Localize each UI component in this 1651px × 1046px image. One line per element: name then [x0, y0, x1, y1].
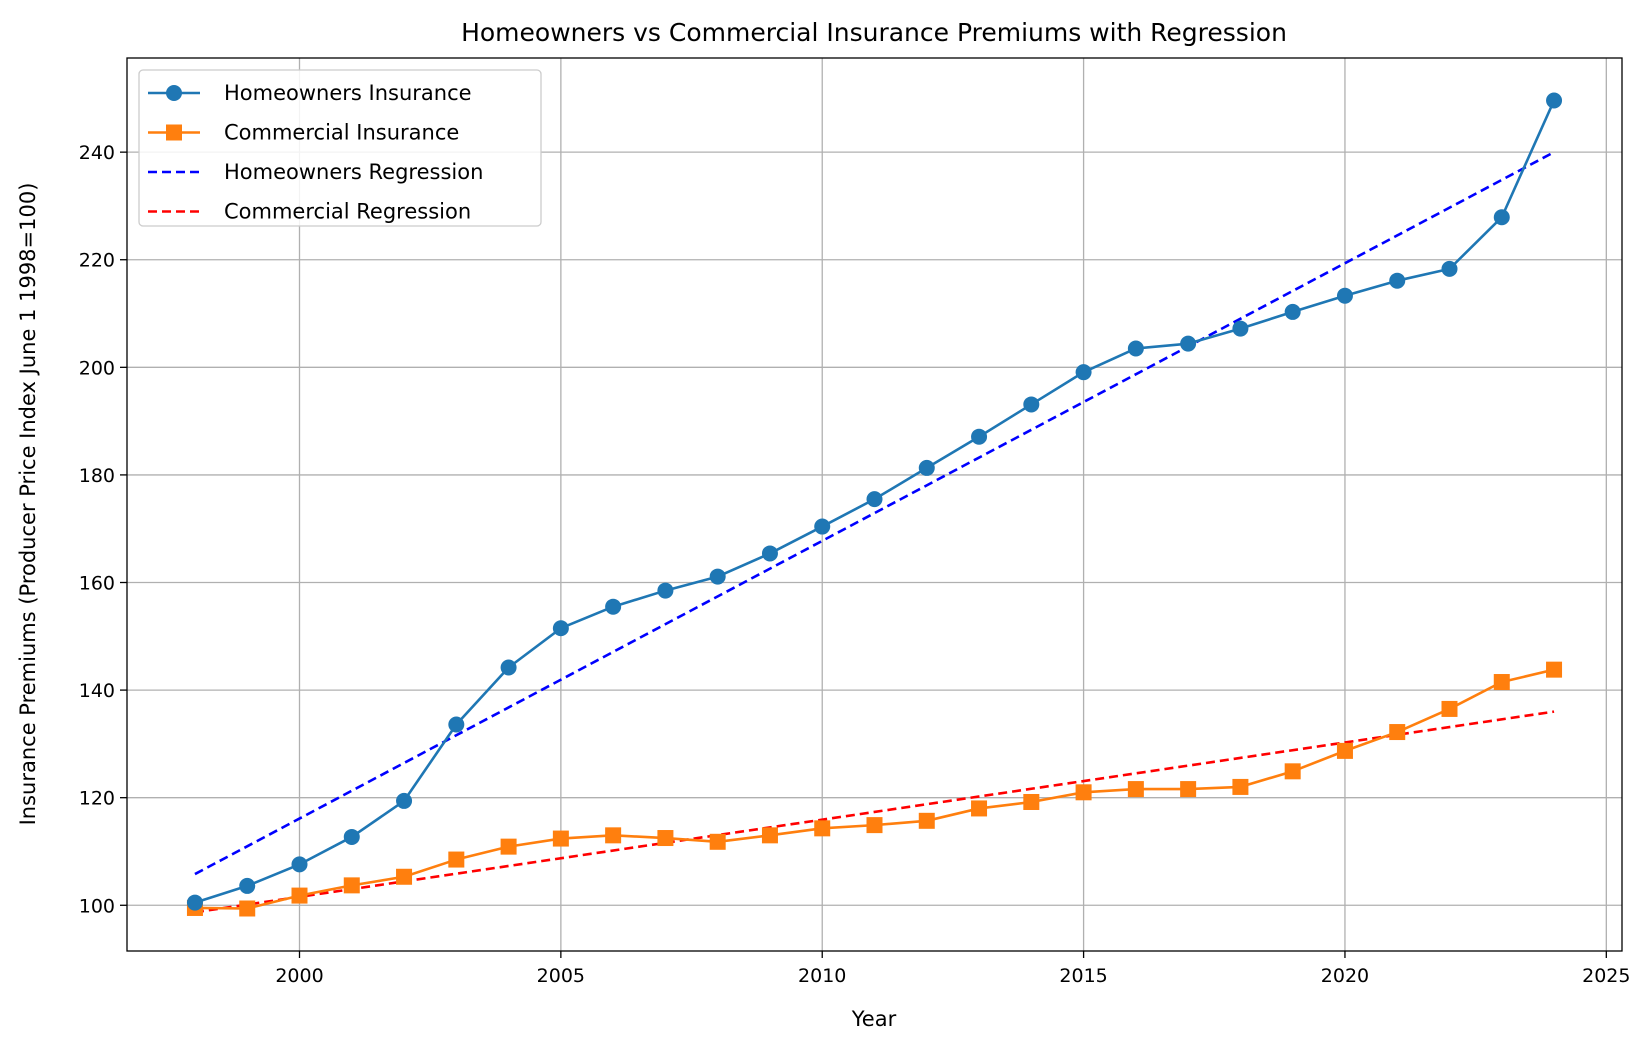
commercial-insurance-point [291, 887, 308, 904]
x-tick-label: 2005 [537, 965, 585, 987]
plot-frame [126, 57, 1623, 952]
homeowners-insurance-point [1441, 260, 1458, 277]
y-tick-label: 200 [79, 357, 115, 379]
commercial-insurance-point [396, 868, 413, 885]
y-tick-label: 180 [79, 465, 115, 487]
homeowners-insurance-point [814, 518, 831, 535]
commercial-insurance-point [1075, 784, 1092, 801]
legend-commercial-insurance-label: Commercial Insurance [224, 121, 459, 145]
commercial-insurance-point [971, 800, 988, 817]
homeowners-insurance-point [500, 659, 517, 676]
commercial-insurance-point [500, 838, 517, 855]
commercial-insurance-point [866, 817, 883, 834]
homeowners-insurance-point [605, 598, 622, 615]
x-axis-label: Year [851, 1007, 897, 1031]
homeowners-insurance-point [552, 620, 569, 637]
x-tick-label: 2010 [798, 965, 846, 987]
homeowners-insurance-point [1389, 272, 1406, 289]
chart-title: Homeowners vs Commercial Insurance Premi… [461, 18, 1287, 47]
homeowners-insurance-point [1023, 396, 1040, 413]
homeowners-insurance-point [761, 545, 778, 562]
commercial-insurance-point [1127, 781, 1144, 798]
legend-commercial-regression-label: Commercial Regression [224, 200, 471, 224]
homeowners-insurance-point [396, 792, 413, 809]
homeowners-insurance-point [1546, 92, 1563, 109]
x-tick-label: 2020 [1321, 965, 1369, 987]
y-tick-label: 160 [79, 573, 115, 595]
homeowners-insurance-point [239, 877, 256, 894]
homeowners-insurance-point [709, 568, 726, 585]
homeowners-insurance-point [1075, 364, 1092, 381]
homeowners-insurance-point [291, 856, 308, 873]
commercial-insurance-point [1493, 674, 1510, 691]
commercial-insurance-point [343, 877, 360, 894]
commercial-insurance-point [1546, 661, 1563, 678]
commercial-insurance-point [448, 851, 465, 868]
homeowners-insurance-point [343, 828, 360, 845]
homeowners-insurance-point [1284, 303, 1301, 320]
homeowners-insurance-point [657, 582, 674, 599]
homeowners-insurance-point [971, 428, 988, 445]
commercial-insurance-point [918, 812, 935, 829]
homeowners-insurance-point [1232, 320, 1249, 337]
commercial-insurance-point [761, 827, 778, 844]
commercial-insurance-point [239, 900, 256, 917]
commercial-insurance-point [709, 833, 726, 850]
x-tick-label: 2025 [1582, 965, 1630, 987]
commercial-insurance-point [1389, 724, 1406, 741]
series-layer [186, 92, 1563, 917]
y-tick-label: 100 [79, 895, 115, 917]
commercial-insurance-point [1232, 778, 1249, 795]
y-tick-label: 240 [79, 142, 115, 164]
homeowners-insurance-point [918, 459, 935, 476]
legend-commercial-insurance-marker [166, 124, 182, 141]
homeowners-insurance-point [186, 894, 203, 911]
x-tick-label: 2000 [275, 965, 323, 987]
commercial-insurance-point [657, 830, 674, 847]
legend-homeowners-regression-label: Homeowners Regression [224, 160, 483, 184]
commercial-insurance-point [1180, 781, 1197, 798]
commercial-insurance-point [814, 820, 831, 837]
commercial-insurance-point [1336, 742, 1353, 759]
homeowners-insurance-point [1336, 287, 1353, 304]
grid [127, 58, 1622, 951]
y-tick-label: 120 [79, 788, 115, 810]
commercial-insurance-point [552, 830, 569, 847]
y-tick-label: 140 [79, 680, 115, 702]
commercial-insurance-point [1284, 763, 1301, 780]
homeowners-insurance-point [448, 716, 465, 733]
commercial-regression-line [194, 710, 1555, 914]
legend-homeowners-insurance-label: Homeowners Insurance [224, 81, 472, 105]
ticks: 2000 2005 2010 2015 2020 2025 100 120 140 160 180 2… [79, 142, 1631, 987]
legend-homeowners-insurance-marker [166, 85, 182, 101]
legend: Homeowners Insurance Commercial Insurance… [138, 69, 542, 227]
commercial-insurance-point [1023, 793, 1040, 810]
homeowners-insurance-point [866, 491, 883, 508]
y-tick-label: 220 [79, 250, 115, 272]
homeowners-insurance-point [1180, 335, 1197, 352]
x-tick-label: 2015 [1059, 965, 1107, 987]
homeowners-regression-line [194, 150, 1555, 876]
homeowners-insurance-point [1127, 340, 1144, 357]
y-axis-label: Insurance Premiums (Producer Price Index… [16, 183, 40, 826]
homeowners-insurance-point [1493, 209, 1510, 226]
commercial-insurance-point [1441, 700, 1458, 717]
commercial-insurance-point [605, 827, 622, 844]
legend-box [138, 69, 542, 227]
